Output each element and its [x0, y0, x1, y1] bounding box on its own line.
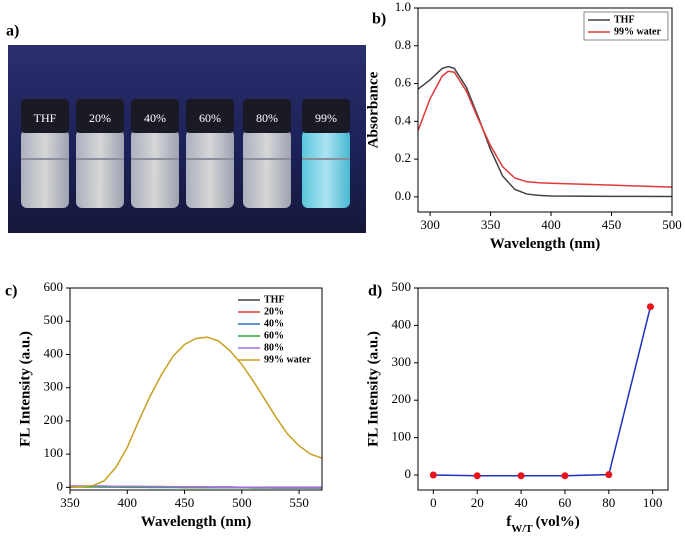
y-tick-label: 600 — [44, 279, 64, 294]
vial-label: 20% — [89, 111, 111, 125]
legend-label: 99% water — [264, 354, 311, 365]
vial-label: 40% — [144, 111, 166, 125]
x-tick-label: 300 — [420, 217, 440, 232]
vial-cap — [131, 99, 179, 133]
panel-label: b) — [372, 11, 386, 28]
series-line — [70, 336, 322, 489]
x-tick-label: 550 — [289, 495, 309, 510]
y-tick-label: 500 — [392, 279, 412, 294]
y-tick-label: 0.0 — [395, 188, 411, 203]
data-point — [646, 303, 654, 311]
y-tick-label: 100 — [44, 445, 64, 460]
x-tick-label: 60 — [558, 495, 571, 510]
x-axis-label: fW/T (vol%) — [506, 514, 580, 534]
y-axis-label: Absorbance — [365, 71, 381, 148]
x-axis-label: Wavelength (nm) — [490, 236, 600, 252]
vial-body — [76, 130, 124, 208]
legend-label: THF — [264, 294, 285, 305]
legend-label: 99% water — [614, 26, 661, 37]
y-axis-label: FL Intensity (a.u.) — [17, 331, 33, 447]
vial-cap — [76, 99, 124, 133]
y-tick-label: 0 — [405, 466, 412, 481]
x-tick-label: 100 — [643, 495, 663, 510]
y-tick-label: 200 — [44, 412, 64, 427]
panel-label: d) — [368, 283, 382, 300]
series-line — [433, 306, 652, 477]
vial-liquid-line — [131, 158, 179, 160]
series-line — [418, 65, 672, 198]
vial-cap — [302, 99, 350, 133]
x-axis-label-suffix: (vol%) — [536, 514, 580, 530]
y-tick-label: 1.0 — [395, 0, 411, 14]
legend-frame — [583, 11, 669, 41]
x-tick-label: 350 — [60, 495, 80, 510]
x-tick-label: 400 — [118, 495, 138, 510]
series-line — [418, 70, 672, 188]
panel-label: c) — [5, 283, 17, 300]
vial-label: 60% — [199, 111, 221, 125]
vial-liquid-line — [21, 158, 69, 160]
x-axis-label-text: Wavelength (nm) — [490, 236, 600, 252]
plot-frame — [417, 7, 673, 213]
data-point — [429, 471, 437, 479]
data-point — [561, 472, 569, 480]
y-tick-label: 0.6 — [395, 75, 412, 90]
x-tick-label: 450 — [175, 495, 195, 510]
data-point — [517, 472, 525, 480]
x-tick-label: 400 — [541, 217, 561, 232]
vial-body — [243, 130, 291, 208]
y-axis-label: FL Intensity (a.u.) — [365, 331, 381, 447]
vial-cap — [21, 99, 69, 133]
legend-label: 20% — [264, 306, 284, 317]
x-axis-label-text: Wavelength (nm) — [141, 514, 251, 530]
x-tick-label: 40 — [515, 495, 528, 510]
vial-liquid-line — [243, 158, 291, 160]
y-tick-label: 0.8 — [395, 37, 411, 52]
x-tick-label: 450 — [602, 217, 622, 232]
y-tick-label: 500 — [44, 312, 64, 327]
data-point — [473, 472, 481, 480]
y-tick-label: 300 — [392, 354, 412, 369]
legend-label: 40% — [264, 318, 284, 329]
vial-cap — [243, 99, 291, 133]
x-axis-label-text: f — [506, 514, 512, 530]
x-tick-label: 350 — [481, 217, 501, 232]
vial-liquid-line — [302, 158, 350, 160]
y-tick-label: 0 — [57, 478, 64, 493]
vial-body — [131, 130, 179, 208]
data-point — [605, 471, 613, 479]
y-tick-label: 300 — [44, 379, 64, 394]
vial-liquid-line — [76, 158, 124, 160]
plot-frame — [69, 287, 323, 491]
x-tick-label: 500 — [232, 495, 252, 510]
vial-body — [21, 130, 69, 208]
x-tick-label: 80 — [602, 495, 615, 510]
vial-label: 99% — [315, 111, 337, 125]
x-tick-label: 0 — [430, 495, 437, 510]
y-tick-label: 0.2 — [395, 150, 411, 165]
vial-liquid-line — [186, 158, 234, 160]
y-tick-label: 100 — [392, 429, 412, 444]
vial-cap — [186, 99, 234, 133]
y-tick-label: 200 — [392, 391, 412, 406]
x-axis-label: Wavelength (nm) — [141, 514, 251, 530]
legend-label: THF — [614, 14, 635, 25]
legend-label: 80% — [264, 342, 284, 353]
legend-label: 60% — [264, 330, 284, 341]
plot-frame — [417, 287, 669, 491]
panel-label: a) — [6, 23, 19, 40]
x-tick-label: 20 — [471, 495, 484, 510]
y-tick-label: 0.4 — [395, 112, 412, 127]
x-axis-label-subscript: W/T — [511, 523, 533, 535]
y-tick-label: 400 — [44, 345, 64, 360]
vial-body — [302, 130, 350, 208]
x-tick-label: 500 — [662, 217, 682, 232]
series-line — [70, 485, 322, 489]
vial-label: 80% — [256, 111, 278, 125]
vials: THF 20% 40% 60% 80% 99% — [21, 99, 350, 208]
y-tick-label: 400 — [392, 316, 412, 331]
vial-body — [186, 130, 234, 208]
vial-label: THF — [34, 111, 57, 125]
